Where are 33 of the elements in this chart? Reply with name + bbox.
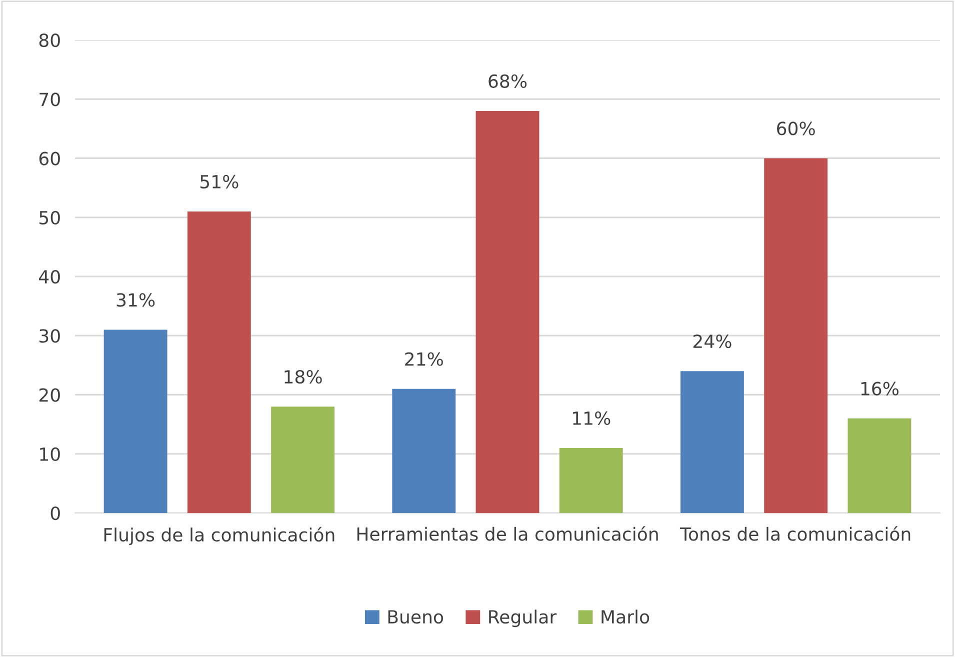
data-label: 21% xyxy=(405,352,443,366)
y-tick-label: 10 xyxy=(40,447,60,461)
y-tick-label: 80 xyxy=(39,33,60,48)
y-tick-label: 70 xyxy=(40,92,60,106)
bar xyxy=(104,330,168,513)
bar xyxy=(680,371,744,513)
legend-label: Marlo xyxy=(602,610,650,624)
legend-label: Regular xyxy=(489,610,557,628)
bar xyxy=(187,211,251,513)
data-label: 11% xyxy=(573,411,610,426)
bar xyxy=(271,406,334,513)
data-label: 16% xyxy=(861,382,899,396)
bar xyxy=(392,388,456,513)
y-tick-label: 60 xyxy=(39,152,60,166)
data-label: 18% xyxy=(284,370,322,384)
legend-label: Bueno xyxy=(388,610,444,624)
data-label: 24% xyxy=(693,334,732,348)
data-label: 60% xyxy=(777,122,815,136)
bar xyxy=(848,418,912,513)
y-tick-label: 30 xyxy=(40,329,60,343)
data-label: 31% xyxy=(116,293,155,307)
x-tick-label: Herramientas de la comunicación xyxy=(357,526,658,541)
y-tick-label: 50 xyxy=(40,210,60,224)
x-tick-label: Flujos de la comunicación xyxy=(104,526,334,546)
bar xyxy=(559,448,623,513)
bar xyxy=(476,110,540,513)
data-label: 68% xyxy=(488,74,527,88)
bar xyxy=(764,158,828,513)
x-tick-label: Tonos de la comunicación xyxy=(680,526,910,541)
y-tick-label: 40 xyxy=(39,270,60,284)
y-tick-label: 20 xyxy=(39,388,60,402)
data-label: 51% xyxy=(200,174,238,189)
y-tick-label: 0 xyxy=(50,506,60,520)
